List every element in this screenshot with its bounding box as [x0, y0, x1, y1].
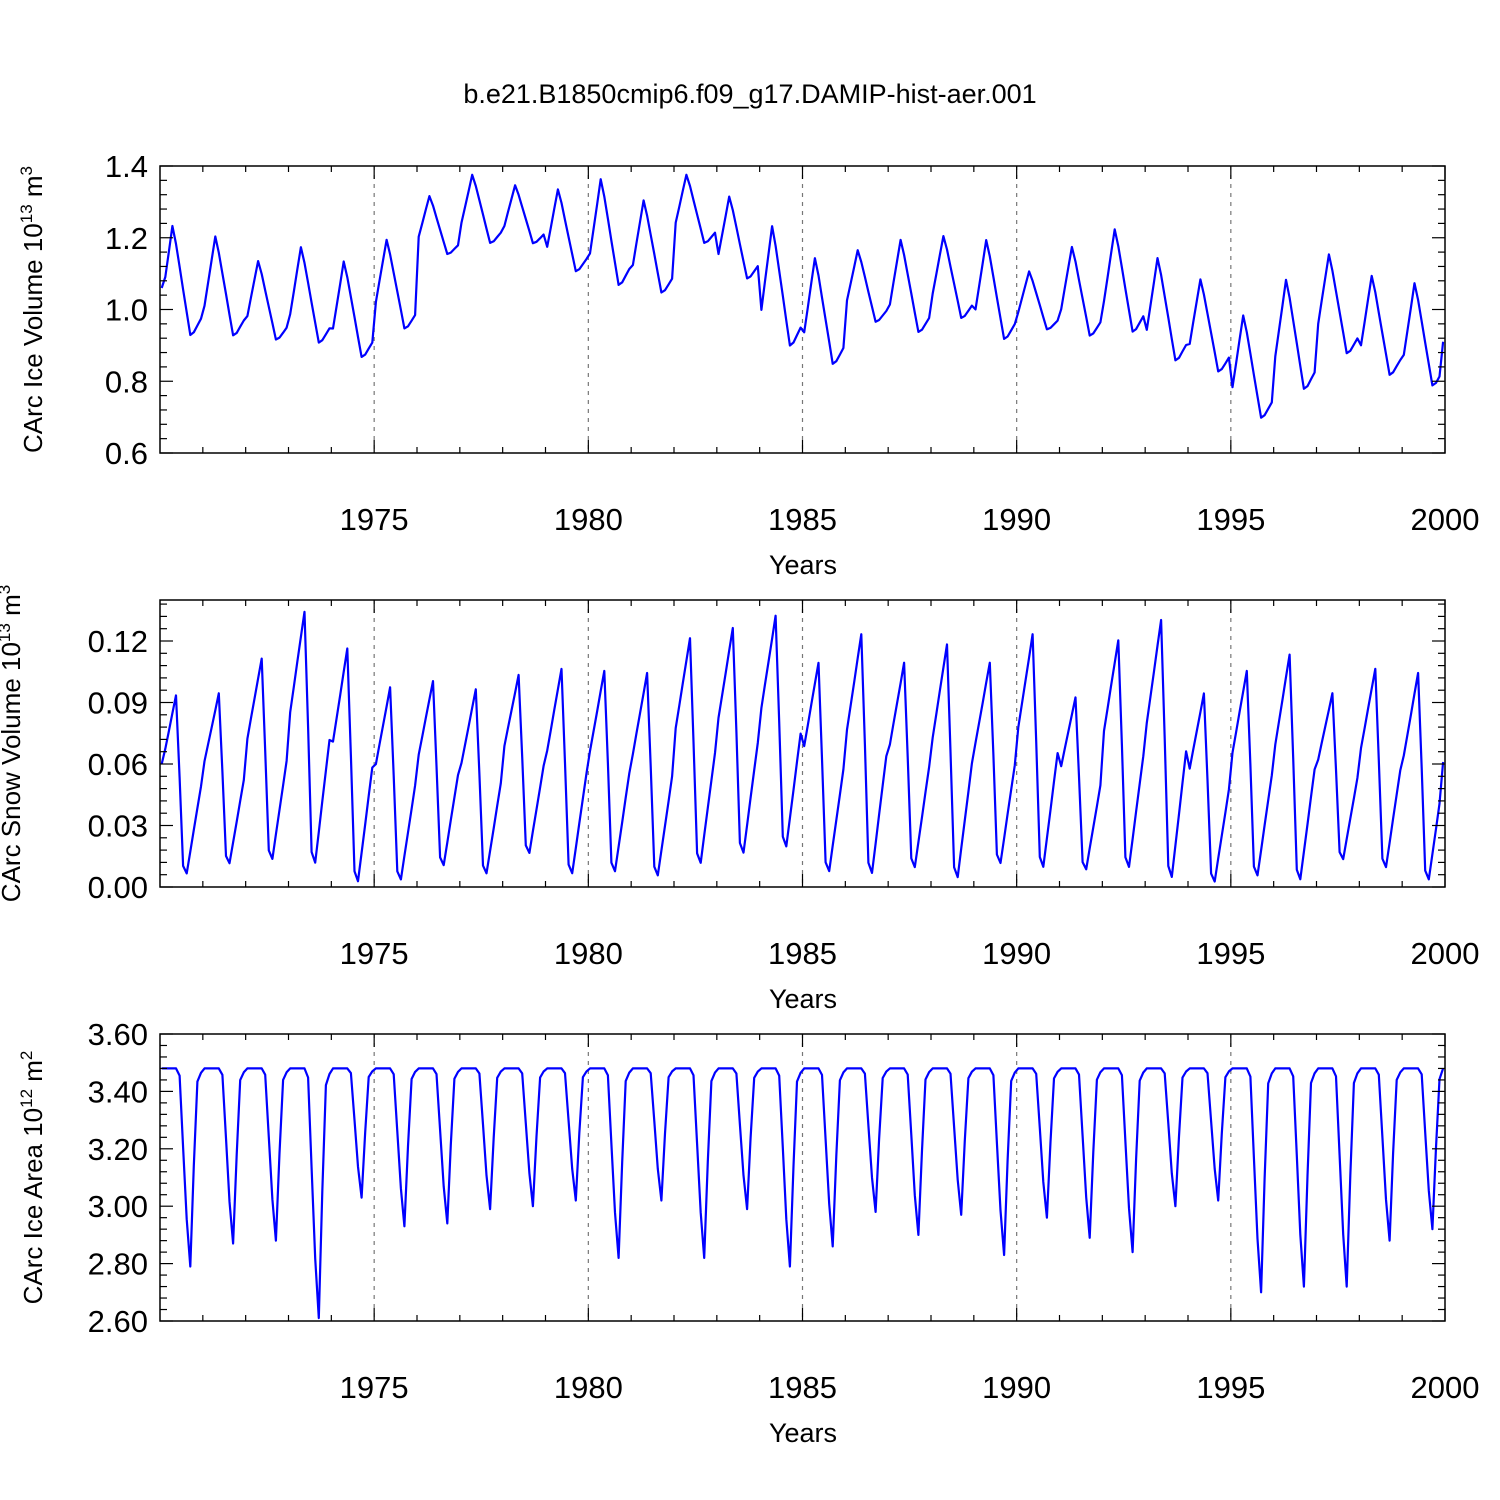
- x-tick-label: 1985: [768, 502, 837, 537]
- series-line: [160, 173, 1445, 419]
- y-tick-label: 3.40: [88, 1074, 148, 1109]
- y-tick-label: 0.8: [105, 364, 148, 399]
- series-line: [160, 610, 1445, 883]
- x-axis-label: Years: [769, 550, 837, 580]
- y-axis-label: CArc Ice Area 1012 m2: [17, 1051, 48, 1305]
- x-tick-label: 1985: [768, 936, 837, 971]
- y-tick-label: 0.06: [88, 747, 148, 782]
- panel-ice-volume: 0.6 0.8 1.0 1.2 1.4 1975 1980 1985 1990 1995 2000 Y…: [17, 149, 1479, 580]
- y-tick-label: 0.00: [88, 870, 148, 905]
- x-axis-label: Years: [769, 1418, 837, 1448]
- y-tick-label: 0.03: [88, 809, 148, 844]
- y-tick-label: 1.4: [105, 149, 148, 184]
- panels: 0.6 0.8 1.0 1.2 1.4 1975 1980 1985 1990 1995 2000 Y…: [0, 149, 1479, 1448]
- x-tick-label: 1995: [1196, 1370, 1265, 1405]
- x-tick-label: 1980: [554, 936, 623, 971]
- y-tick-label: 0.6: [105, 436, 148, 471]
- x-axis-label: Years: [769, 984, 837, 1014]
- y-tick-label: 3.60: [88, 1017, 148, 1052]
- series-line: [161, 1067, 1445, 1320]
- figure-title: b.e21.B1850cmip6.f09_g17.DAMIP-hist-aer.…: [463, 79, 1036, 109]
- y-axis-label: CArc Snow Volume 1013 m3: [0, 585, 26, 902]
- y-tick-label: 2.80: [88, 1247, 148, 1282]
- x-tick-label: 1990: [982, 1370, 1051, 1405]
- x-tick-label: 1975: [340, 502, 409, 537]
- x-tick-label: 1990: [982, 502, 1051, 537]
- y-tick-label: 3.20: [88, 1132, 148, 1167]
- y-tick-label: 3.00: [88, 1189, 148, 1224]
- x-tick-label: 2000: [1411, 936, 1480, 971]
- x-tick-label: 2000: [1411, 1370, 1480, 1405]
- y-tick-label: 1.0: [105, 293, 148, 328]
- y-tick-label: 0.09: [88, 686, 148, 721]
- y-tick-label: 1.2: [105, 221, 148, 256]
- x-tick-label: 1975: [340, 936, 409, 971]
- y-axis-label: CArc Ice Volume 1013 m3: [17, 166, 48, 453]
- x-tick-label: 1990: [982, 936, 1051, 971]
- y-tick-label: 2.60: [88, 1304, 148, 1339]
- x-tick-label: 1975: [340, 1370, 409, 1405]
- x-tick-label: 1995: [1196, 502, 1265, 537]
- x-tick-label: 2000: [1411, 502, 1480, 537]
- panel-ice-area: 2.60 2.80 3.00 3.20 3.40 3.60 1975 1980 1985 1990…: [17, 1017, 1479, 1448]
- x-tick-label: 1995: [1196, 936, 1265, 971]
- y-tick-label: 0.12: [88, 624, 148, 659]
- x-tick-label: 1985: [768, 1370, 837, 1405]
- panel-snow-volume: 0.00 0.03 0.06 0.09 0.12 1975 1980 1985 1990 1995…: [0, 585, 1479, 1014]
- x-tick-label: 1980: [554, 502, 623, 537]
- x-tick-label: 1980: [554, 1370, 623, 1405]
